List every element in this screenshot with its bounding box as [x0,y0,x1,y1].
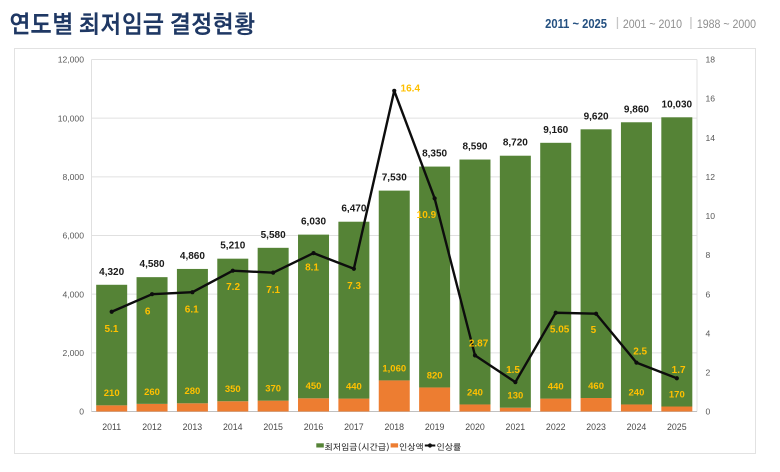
svg-text:8,000: 8,000 [62,172,84,182]
svg-text:2013: 2013 [183,422,203,432]
svg-text:6: 6 [145,307,151,318]
svg-text:240: 240 [467,387,483,398]
svg-text:2017: 2017 [344,422,364,432]
svg-text:4,000: 4,000 [62,289,84,299]
svg-text:5.1: 5.1 [105,324,119,335]
svg-text:5.05: 5.05 [550,325,570,336]
svg-text:0: 0 [79,407,84,417]
svg-text:370: 370 [265,384,281,395]
svg-text:7,530: 7,530 [382,173,407,184]
svg-text:4,860: 4,860 [180,251,205,262]
svg-text:14: 14 [706,133,716,143]
svg-text:2011: 2011 [102,422,121,432]
svg-text:12,000: 12,000 [58,55,85,65]
svg-text:9,620: 9,620 [584,111,609,122]
svg-text:2011 ~ 2025: 2011 ~ 2025 [545,16,607,31]
svg-text:10,000: 10,000 [58,113,85,123]
svg-text:10,030: 10,030 [662,99,693,110]
svg-text:2.5: 2.5 [633,347,647,358]
svg-text:170: 170 [669,389,685,400]
svg-text:1988 ~ 2000: 1988 ~ 2000 [697,18,756,31]
svg-text:18: 18 [706,55,716,65]
svg-text:7.1: 7.1 [266,285,280,296]
svg-text:350: 350 [225,384,241,395]
svg-text:16: 16 [706,94,716,104]
svg-text:820: 820 [427,370,443,381]
svg-text:2025: 2025 [667,422,687,432]
svg-text:2016: 2016 [304,422,324,432]
svg-text:1.7: 1.7 [672,365,686,376]
svg-text:2024: 2024 [627,422,647,432]
svg-text:2018: 2018 [384,422,404,432]
svg-text:8,590: 8,590 [462,142,487,153]
svg-text:2023: 2023 [586,422,606,432]
svg-text:2021: 2021 [506,422,526,432]
svg-text:7.3: 7.3 [347,281,361,292]
svg-text:1.5: 1.5 [506,365,520,376]
svg-text:6: 6 [706,289,711,299]
svg-text:16.4: 16.4 [401,84,421,95]
svg-text:4,580: 4,580 [140,259,165,270]
svg-text:280: 280 [184,386,200,397]
svg-text:2012: 2012 [142,422,162,432]
svg-text:2015: 2015 [263,422,283,432]
svg-text:260: 260 [144,387,160,398]
svg-text:9,160: 9,160 [543,125,568,136]
svg-text:5,580: 5,580 [261,230,286,241]
svg-text:6,030: 6,030 [301,217,326,228]
svg-text:6.1: 6.1 [185,305,199,316]
svg-text:1,060: 1,060 [382,363,406,374]
svg-text:8: 8 [706,250,711,260]
svg-text:240: 240 [629,387,645,398]
svg-text:2022: 2022 [546,422,566,432]
svg-text:8,720: 8,720 [503,138,528,149]
svg-text:2,000: 2,000 [62,348,84,358]
svg-text:4: 4 [706,328,711,338]
svg-text:0: 0 [706,407,711,417]
svg-text:2001 ~ 2010: 2001 ~ 2010 [623,18,682,31]
svg-text:210: 210 [104,388,120,399]
svg-text:460: 460 [588,381,604,392]
svg-text:440: 440 [346,381,362,392]
svg-text:2.87: 2.87 [469,338,489,349]
svg-text:4,320: 4,320 [99,267,124,278]
svg-text:5: 5 [591,325,597,336]
svg-text:2020: 2020 [465,422,485,432]
svg-text:450: 450 [306,381,322,392]
svg-text:2: 2 [706,367,711,377]
svg-text:130: 130 [507,391,523,402]
svg-text:9,860: 9,860 [624,104,649,115]
svg-text:12: 12 [706,172,716,182]
svg-text:5,210: 5,210 [220,241,245,252]
svg-text:10.9: 10.9 [417,210,437,221]
svg-text:440: 440 [548,381,564,392]
svg-text:8.1: 8.1 [305,263,319,274]
svg-text:7.2: 7.2 [226,282,240,293]
svg-text:10: 10 [706,211,716,221]
svg-text:8,350: 8,350 [422,149,447,160]
svg-text:6,470: 6,470 [341,204,366,215]
svg-text:2014: 2014 [223,422,243,432]
svg-text:6,000: 6,000 [62,231,84,241]
svg-text:2019: 2019 [425,422,445,432]
